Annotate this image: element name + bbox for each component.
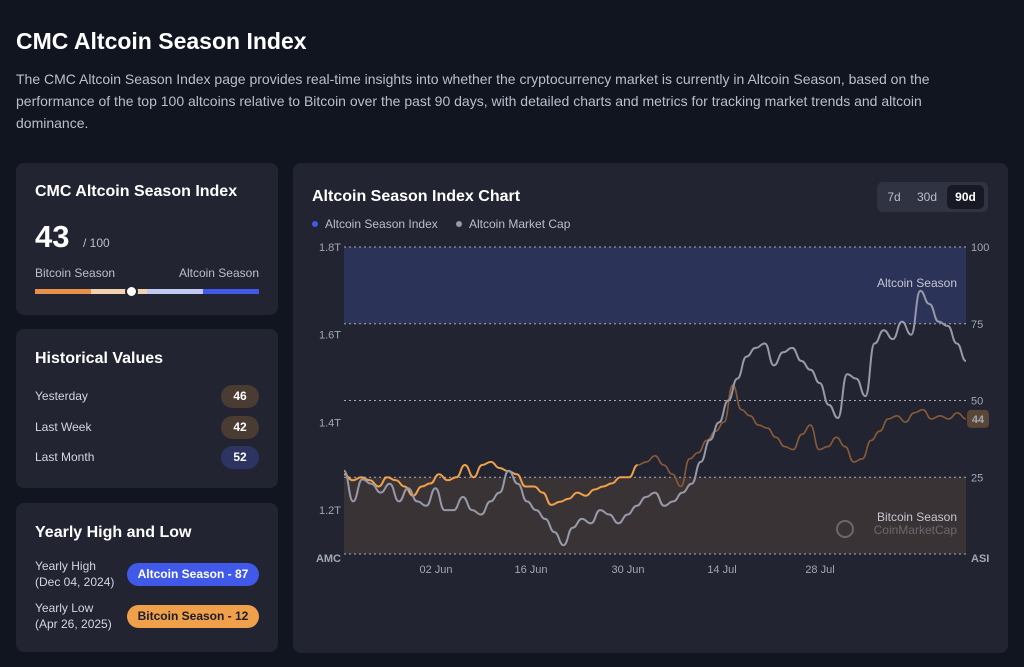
bitcoin-season-zone-label: Bitcoin Season — [877, 510, 957, 524]
bitcoin-season-zone — [344, 477, 966, 554]
right-axis-label: ASI — [971, 553, 989, 565]
chart-card: 1.8T 1.6T 1.4T 1.2T 100 75 50 25 AMC ASI 02 Jun 16 … — [293, 163, 1008, 653]
yearly-high-low-card: Yearly High and Low Yearly High (Dec 04,… — [16, 503, 278, 652]
yearly-low-text: Yearly Low — [35, 601, 94, 615]
x-axis-tick: 28 Jul — [805, 564, 834, 576]
current-value-label: 44 — [972, 414, 985, 426]
altcoin-season-index-line-early — [343, 460, 639, 506]
yearly-high-text: Yearly High — [35, 559, 96, 573]
historical-values-title: Historical Values — [35, 350, 164, 367]
altcoin-market-cap-line — [343, 289, 967, 547]
index-card: CMC Altcoin Season Index 43 / 100 Bitcoi… — [16, 163, 278, 315]
x-axis-tick: 30 Jun — [611, 564, 644, 576]
historical-value-badge: 42 — [221, 416, 259, 439]
page-title: CMC Altcoin Season Index — [16, 28, 307, 54]
historical-value-badge: 52 — [221, 446, 259, 469]
left-axis-tick: 1.4T — [319, 417, 341, 429]
left-axis-label: AMC — [316, 553, 341, 565]
scale-segment-bitcoin — [35, 289, 91, 294]
x-axis-tick: 14 Jul — [707, 564, 736, 576]
right-axis-tick: 50 — [971, 396, 983, 408]
altcoin-season-zone-label: Altcoin Season — [877, 276, 957, 290]
historical-value-badge: 46 — [221, 385, 259, 408]
yearly-high-badge: Altcoin Season - 87 — [127, 563, 259, 586]
range-7d-button[interactable]: 7d — [887, 190, 901, 204]
altcoin-season-zone — [344, 247, 966, 324]
bitcoin-season-label: Bitcoin Season — [35, 266, 116, 280]
yearly-low-label: Yearly Low (Apr 26, 2025) — [35, 600, 112, 632]
range-90d-button[interactable]: 90d — [947, 185, 984, 209]
x-axis-tick: 02 Jun — [419, 564, 452, 576]
historical-row-last-month: Last Month 52 — [35, 446, 259, 470]
historical-row-yesterday: Yesterday 46 — [35, 385, 259, 409]
legend-label: Altcoin Season Index — [325, 217, 438, 231]
scale-indicator-knob — [124, 285, 138, 298]
right-axis-tick: 75 — [971, 319, 983, 331]
x-axis-tick: 16 Jun — [514, 564, 547, 576]
chart-title: Altcoin Season Index Chart — [312, 188, 521, 205]
index-value: 43 — [35, 219, 70, 254]
right-axis-tick: 100 — [971, 242, 989, 254]
time-range-selector: 7d 30d 90d — [877, 182, 988, 212]
right-axis-tick: 25 — [971, 472, 983, 484]
page-description: The CMC Altcoin Season Index page provid… — [16, 71, 930, 131]
yearly-low-date: (Apr 26, 2025) — [35, 617, 112, 631]
legend-dot-icon — [456, 220, 462, 227]
legend-label: Altcoin Market Cap — [469, 217, 571, 231]
legend-item-altcoin-market-cap[interactable]: Altcoin Market Cap — [456, 217, 570, 231]
legend-dot-icon — [312, 220, 318, 227]
season-scale-bar — [35, 289, 259, 294]
altcoin-season-chart: 1.8T 1.6T 1.4T 1.2T 100 75 50 25 AMC ASI 02 Jun 16 … — [316, 242, 989, 576]
historical-values-card: Historical Values Yesterday 46 Last Week… — [16, 329, 278, 488]
yearly-high-low-title: Yearly High and Low — [35, 524, 192, 541]
historical-label: Last Month — [35, 450, 95, 464]
historical-label: Last Week — [35, 420, 92, 434]
legend-item-altcoin-season-index[interactable]: Altcoin Season Index — [312, 217, 438, 231]
scale-segment-altcoin — [203, 289, 259, 294]
scale-segment-neutral-high — [147, 289, 203, 294]
yearly-high-date: (Dec 04, 2024) — [35, 575, 115, 589]
range-30d-button[interactable]: 30d — [916, 190, 938, 204]
yearly-low-badge: Bitcoin Season - 12 — [127, 605, 259, 628]
coinmarketcap-watermark: CoinMarketCap — [836, 520, 958, 538]
left-axis-tick: 1.2T — [319, 505, 341, 517]
left-axis-tick: 1.6T — [319, 330, 341, 342]
watermark-text: CoinMarketCap — [874, 523, 958, 537]
altcoin-season-label: Altcoin Season — [178, 266, 259, 280]
left-axis-tick: 1.8T — [319, 242, 341, 254]
historical-label: Yesterday — [35, 389, 88, 403]
index-card-title: CMC Altcoin Season Index — [35, 183, 238, 200]
yearly-high-label: Yearly High (Dec 04, 2024) — [35, 558, 114, 590]
coinmarketcap-logo-icon — [836, 520, 854, 538]
current-value-badge — [967, 409, 989, 428]
altcoin-season-index-line-late — [637, 384, 967, 488]
scale-segment-neutral-low — [91, 289, 147, 294]
historical-row-last-week: Last Week 42 — [35, 416, 259, 440]
index-max: / 100 — [83, 236, 110, 250]
